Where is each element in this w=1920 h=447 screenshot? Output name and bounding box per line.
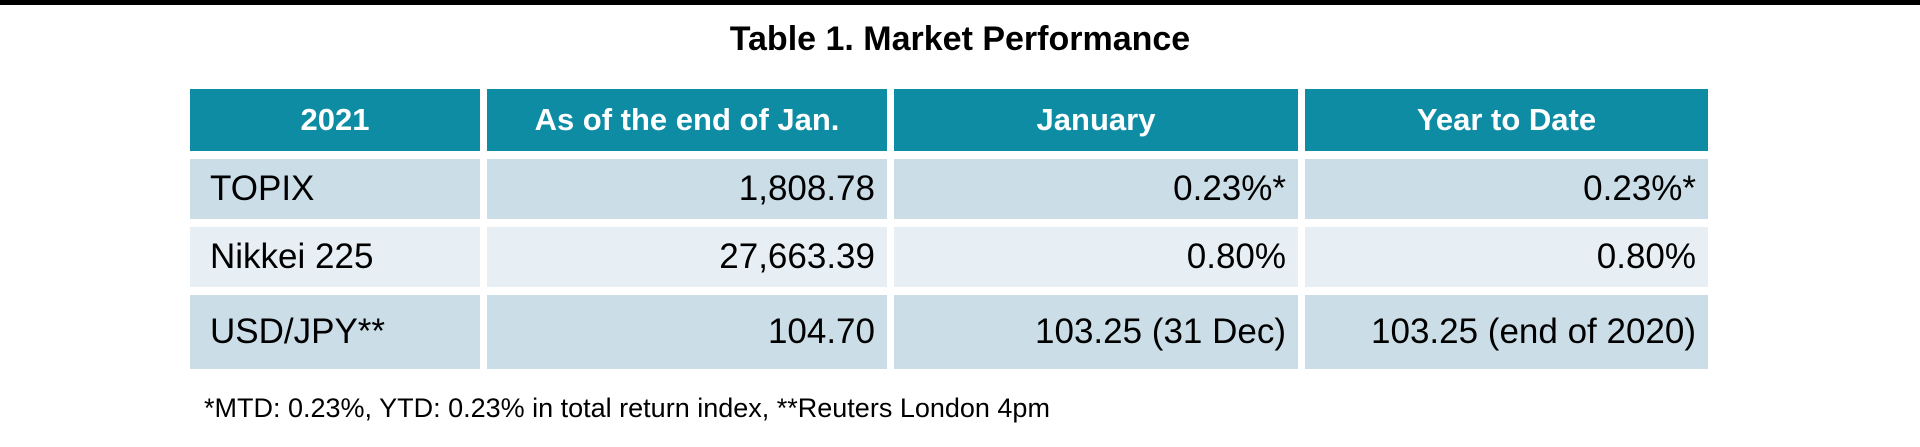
row-usdjpy-label: USD/JPY** xyxy=(190,295,480,369)
row-topix-ytd: 0.23%* xyxy=(1305,159,1708,219)
row-nikkei-end-of-jan: 27,663.39 xyxy=(487,227,887,287)
row-usdjpy-ytd: 103.25 (end of 2020) xyxy=(1305,295,1708,369)
footnote: *MTD: 0.23%, YTD: 0.23% in total return … xyxy=(204,393,1050,423)
row-usdjpy-end-of-jan: 104.70 xyxy=(487,295,887,369)
row-nikkei-january: 0.80% xyxy=(894,227,1298,287)
header-as-of-end-of-jan: As of the end of Jan. xyxy=(487,89,887,151)
row-topix-january: 0.23%* xyxy=(894,159,1298,219)
row-usdjpy-january: 103.25 (31 Dec) xyxy=(894,295,1298,369)
header-year-to-date: Year to Date xyxy=(1305,89,1708,151)
market-performance-table: 2021 As of the end of Jan. January Year … xyxy=(190,89,1708,369)
table-title: Table 1. Market Performance xyxy=(729,20,1191,58)
row-topix-label: TOPIX xyxy=(190,159,480,219)
top-border-line xyxy=(0,0,1920,5)
header-2021: 2021 xyxy=(190,89,480,151)
row-nikkei-ytd: 0.80% xyxy=(1305,227,1708,287)
header-january: January xyxy=(894,89,1298,151)
row-nikkei-label: Nikkei 225 xyxy=(190,227,480,287)
row-topix-end-of-jan: 1,808.78 xyxy=(487,159,887,219)
